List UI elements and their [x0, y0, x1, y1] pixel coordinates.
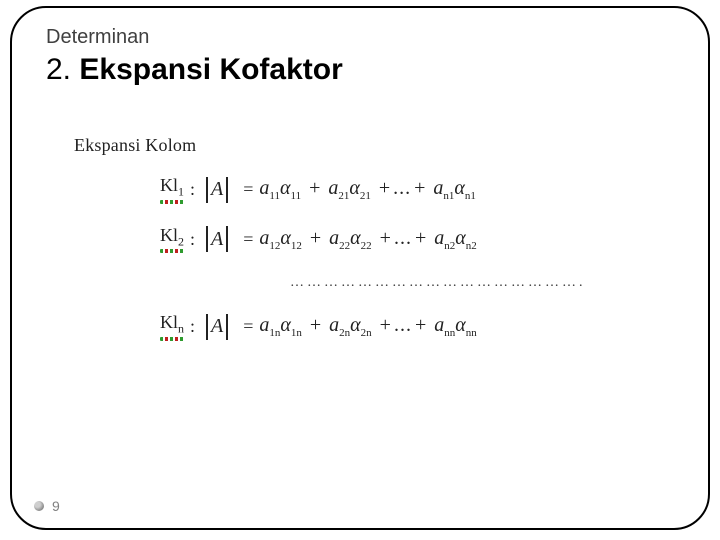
column-label: Kl1	[160, 176, 184, 204]
term-sub: 1n	[269, 327, 280, 339]
colon: :	[190, 229, 195, 250]
separator-dots: …………………………………………….	[290, 275, 680, 291]
det-bar-icon	[226, 314, 228, 340]
bullet-icon	[34, 501, 44, 511]
slide-frame: Determinan 2. Ekspansi Kofaktor Ekspansi…	[10, 6, 710, 530]
term-sub: 11	[269, 190, 280, 202]
breadcrumb: Determinan	[46, 26, 680, 49]
column-label-sub: 2	[178, 234, 184, 248]
matrix-symbol: A	[211, 315, 223, 338]
term-sub: 12	[269, 240, 280, 252]
equation-row: Kln : A = a1nα1n + a2nα2n +...+ annαnn	[160, 313, 680, 341]
term-sub: 2n	[361, 327, 372, 339]
page-number: 9	[52, 498, 60, 514]
squiggle-underline-icon	[160, 249, 184, 253]
expansion-terms: a12α12 + a22α22 +...+ an2αn2	[259, 227, 476, 252]
ellipsis: ...	[393, 177, 411, 199]
ellipsis: ...	[394, 227, 412, 249]
term-sub: 12	[291, 240, 302, 252]
term-sub: 22	[361, 240, 372, 252]
term-sub: 21	[360, 190, 371, 202]
column-label-prefix: Kl	[160, 175, 178, 195]
term-sub: n1	[465, 190, 476, 202]
matrix-symbol: A	[211, 178, 223, 201]
determinant-A: A	[203, 226, 231, 252]
term-sub: 1n	[291, 327, 302, 339]
title-number: 2.	[46, 53, 71, 86]
matrix-symbol: A	[211, 228, 223, 251]
colon: :	[190, 179, 195, 200]
det-bar-icon	[206, 226, 208, 252]
column-label-prefix: Kl	[160, 225, 178, 245]
column-label-prefix: Kl	[160, 312, 178, 332]
column-label-sub: n	[178, 322, 184, 336]
expansion-terms: a1nα1n + a2nα2n +...+ annαnn	[259, 314, 476, 339]
page-footer: 9	[34, 498, 60, 514]
equals-sign: =	[243, 229, 253, 250]
equations-block: Kl1 : A = a11α11 + a21α21 +...+ an1αn1	[160, 176, 680, 341]
title-main: Ekspansi Kofaktor	[79, 53, 342, 86]
term-sub: n2	[466, 240, 477, 252]
equals-sign: =	[243, 179, 253, 200]
slide: Determinan 2. Ekspansi Kofaktor Ekspansi…	[0, 0, 720, 540]
det-bar-icon	[226, 177, 228, 203]
term-sub: n1	[443, 190, 454, 202]
equation-row: Kl2 : A = a12α12 + a22α22 +...+ an2αn2	[160, 226, 680, 254]
term-sub: nn	[444, 327, 455, 339]
term-sub: nn	[466, 327, 477, 339]
squiggle-underline-icon	[160, 200, 184, 204]
term-sub: 22	[339, 240, 350, 252]
ellipsis: ...	[394, 314, 412, 336]
column-label: Kl2	[160, 226, 184, 254]
squiggle-underline-icon	[160, 337, 184, 341]
term-sub: n2	[444, 240, 455, 252]
equals-sign: =	[243, 316, 253, 337]
det-bar-icon	[226, 226, 228, 252]
term-sub: 11	[290, 190, 301, 202]
equation-row: Kl1 : A = a11α11 + a21α21 +...+ an1αn1	[160, 176, 680, 204]
term-sub: 21	[338, 190, 349, 202]
colon: :	[190, 316, 195, 337]
determinant-A: A	[203, 314, 231, 340]
det-bar-icon	[206, 314, 208, 340]
page-title: 2. Ekspansi Kofaktor	[46, 53, 680, 87]
term-sub: 2n	[339, 327, 350, 339]
expansion-terms: a11α11 + a21α21 +...+ an1αn1	[259, 177, 476, 202]
det-bar-icon	[206, 177, 208, 203]
section-label: Ekspansi Kolom	[74, 135, 680, 156]
determinant-A: A	[203, 177, 231, 203]
column-label-sub: 1	[178, 185, 184, 199]
column-label: Kln	[160, 313, 184, 341]
